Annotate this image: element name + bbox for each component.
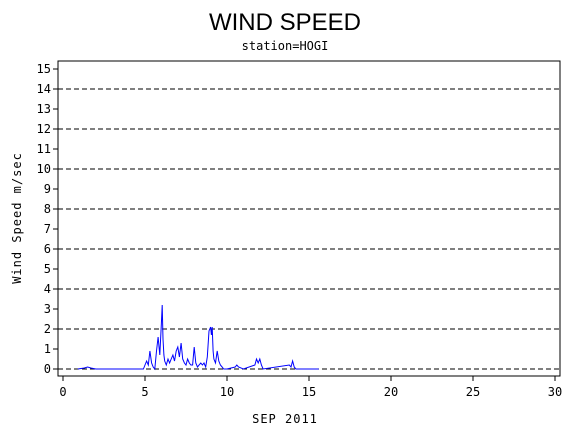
y-tick-label-7: 7 bbox=[44, 222, 51, 236]
y-tick-label-6: 6 bbox=[44, 242, 51, 256]
x-tick-label-20: 20 bbox=[384, 385, 398, 399]
y-tick-label-3: 3 bbox=[44, 302, 51, 316]
x-tick-label-0: 0 bbox=[59, 385, 66, 399]
x-tick-label-30: 30 bbox=[548, 385, 562, 399]
x-tick-label-10: 10 bbox=[220, 385, 234, 399]
series-layer bbox=[77, 304, 319, 371]
x-tick-label-25: 25 bbox=[466, 385, 480, 399]
y-tick-label-13: 13 bbox=[37, 102, 51, 116]
x-tick-label-15: 15 bbox=[302, 385, 316, 399]
y-tick-label-4: 4 bbox=[44, 282, 51, 296]
x-axis-label: SEP 2011 bbox=[252, 412, 318, 426]
y-tick-label-0: 0 bbox=[44, 362, 51, 376]
y-tick-label-2: 2 bbox=[44, 322, 51, 336]
series-line-0 bbox=[77, 304, 319, 371]
y-tick-label-11: 11 bbox=[37, 142, 51, 156]
x-axis: 0 5 10 15 20 25 30 bbox=[59, 376, 562, 399]
y-tick-label-10: 10 bbox=[37, 162, 51, 176]
y-tick-label-15: 15 bbox=[37, 62, 51, 76]
y-tick-label-9: 9 bbox=[44, 182, 51, 196]
y-tick-label-8: 8 bbox=[44, 202, 51, 216]
y-axis-label: Wind Speed m/sec bbox=[10, 152, 24, 284]
y-tick-label-14: 14 bbox=[37, 82, 51, 96]
y-tick-label-5: 5 bbox=[44, 262, 51, 276]
x-tick-label-5: 5 bbox=[141, 385, 148, 399]
grid-lines bbox=[58, 88, 560, 370]
y-tick-label-1: 1 bbox=[44, 342, 51, 356]
chart-title: WIND SPEED bbox=[209, 9, 361, 36]
y-tick-label-12: 12 bbox=[37, 122, 51, 136]
chart-subtitle: station=HOGI bbox=[242, 39, 329, 53]
